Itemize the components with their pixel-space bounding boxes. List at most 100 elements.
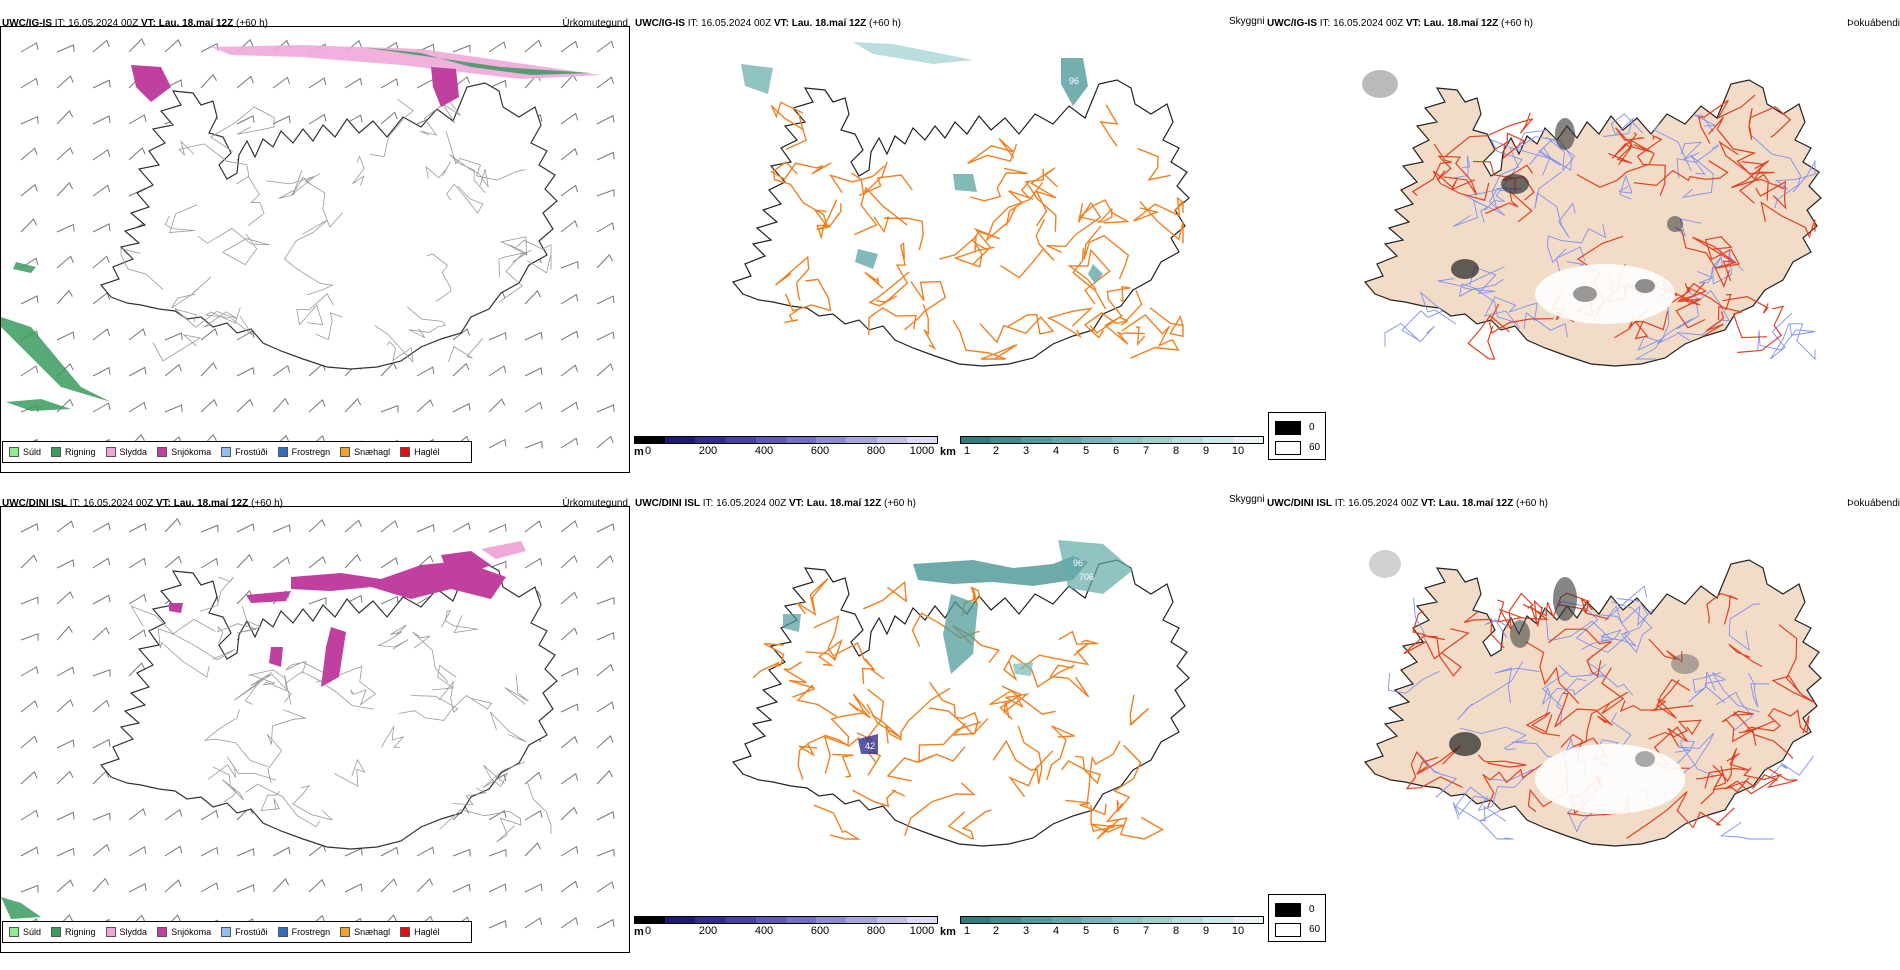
road-segment <box>1704 756 1750 789</box>
road-segment <box>861 667 885 685</box>
tick-label: 8 <box>1172 445 1180 457</box>
snow-area-north-2 <box>246 591 291 603</box>
road-segment <box>816 199 842 241</box>
road-segment <box>1712 249 1744 285</box>
tick-label: 600 <box>810 445 830 457</box>
wind-barb <box>344 883 363 893</box>
wind-barb <box>56 770 74 785</box>
road-segment <box>152 334 202 362</box>
fog-indicator-panel-dini: UWC/DINI ISL IT: 16.05.2024 00Z VT: Lau.… <box>1265 490 1900 970</box>
wind-barb <box>56 591 74 605</box>
precip-type-panel-ig-is: UWC/IG-IS IT: 16.05.2024 00Z VT: Lau. 18… <box>0 10 632 490</box>
road-segment <box>1494 667 1540 704</box>
fog-spot <box>1573 286 1597 302</box>
wind-barb <box>488 438 507 449</box>
road-segment <box>292 785 333 821</box>
precip-map-svg <box>1 518 615 929</box>
wind-barb <box>416 524 435 533</box>
legend-label: 60 <box>1309 442 1321 453</box>
road-segment <box>1541 663 1607 708</box>
lead-time: (+60 h) <box>884 498 916 509</box>
visibility-scale-m: 0 200 400 600 800 1000 m <box>634 916 938 946</box>
road-segment <box>1452 795 1492 820</box>
wind-barb <box>488 365 507 377</box>
legend-label: Slydda <box>119 447 148 457</box>
road-segment <box>1611 138 1653 166</box>
road-segment <box>796 577 829 616</box>
road-segment <box>1413 598 1431 649</box>
road-segment <box>1633 160 1729 187</box>
road-segment <box>1636 134 1666 196</box>
road-segment <box>283 219 334 296</box>
road-segment <box>784 307 801 324</box>
legend-item: Snjókoma <box>157 927 211 937</box>
road-segment <box>886 755 934 782</box>
wind-barb <box>380 520 398 533</box>
road-segment <box>967 138 1018 164</box>
snow-area-north <box>431 67 459 107</box>
road-segment <box>1554 692 1613 728</box>
road-segment <box>296 293 334 326</box>
road-segment <box>207 756 277 781</box>
wind-barb <box>164 555 182 569</box>
legend-label: Slydda <box>119 927 148 937</box>
road-segment <box>1576 132 1655 188</box>
legend-swatch <box>1275 441 1301 455</box>
road-segment <box>1113 744 1142 813</box>
legend-label: Haglél <box>414 927 440 937</box>
wind-barb <box>560 627 578 641</box>
visibility-map-svg: 96 706 42 <box>731 540 1190 847</box>
legend-item: Rigning <box>51 447 96 457</box>
legend-swatch <box>9 927 19 937</box>
road-segment <box>1534 171 1576 238</box>
road-segment <box>918 721 982 763</box>
vt-label: VT: <box>1405 18 1421 29</box>
road-segment <box>992 739 1054 771</box>
road-segment <box>1670 283 1732 311</box>
road-segment <box>1651 679 1694 719</box>
wind-barb <box>416 878 434 893</box>
wind-barb <box>596 631 615 641</box>
wind-barb <box>524 557 543 569</box>
fog-spot <box>1635 751 1655 767</box>
wind-barb <box>164 39 182 53</box>
wind-barb <box>560 220 578 233</box>
road-segment <box>1619 678 1690 713</box>
road-segment <box>1477 754 1527 768</box>
scale-ticks: 1 2 3 4 5 6 7 8 9 10 <box>940 924 1264 938</box>
road-segment <box>398 694 493 721</box>
road-segment <box>876 242 909 303</box>
road-segment <box>772 161 829 228</box>
wind-barb <box>56 75 74 89</box>
scale-colors <box>634 436 938 444</box>
visibility-map-svg: 96 <box>731 42 1190 367</box>
road-segment <box>1767 707 1810 735</box>
road-segment <box>369 98 414 157</box>
sleet-area-northeast <box>481 541 526 559</box>
wind-barb <box>128 629 147 641</box>
wind-barb <box>92 115 111 125</box>
legend-swatch <box>340 447 351 457</box>
tick-label: 5 <box>1082 925 1090 937</box>
road-segment <box>197 227 270 266</box>
panel-header: UWC/IG-IS IT: 16.05.2024 00Z VT: Lau. 18… <box>2 18 268 29</box>
wind-barb <box>20 365 39 377</box>
road-segment <box>381 726 405 748</box>
low-vis-area-northeast <box>1058 540 1133 594</box>
wind-barb <box>164 518 182 533</box>
road-segment <box>813 615 840 660</box>
tick-label: 5 <box>1082 445 1090 457</box>
road-segment <box>864 271 884 289</box>
road-segment <box>334 758 366 787</box>
precip-legend: Súld Rigning Slydda Snjókoma Frostúði Fr… <box>2 441 472 463</box>
tick-label: 800 <box>866 445 886 457</box>
tick-label: 200 <box>698 925 718 937</box>
model-name: UWC/DINI ISL <box>1267 498 1332 509</box>
wind-barb <box>488 560 507 569</box>
snow-area-northeast <box>441 551 491 573</box>
fog-spot <box>1555 118 1575 150</box>
wind-barb <box>56 520 75 533</box>
model-name: UWC/IG-IS <box>1267 18 1317 29</box>
road-segment <box>1008 725 1043 798</box>
road-segment <box>1083 312 1129 339</box>
